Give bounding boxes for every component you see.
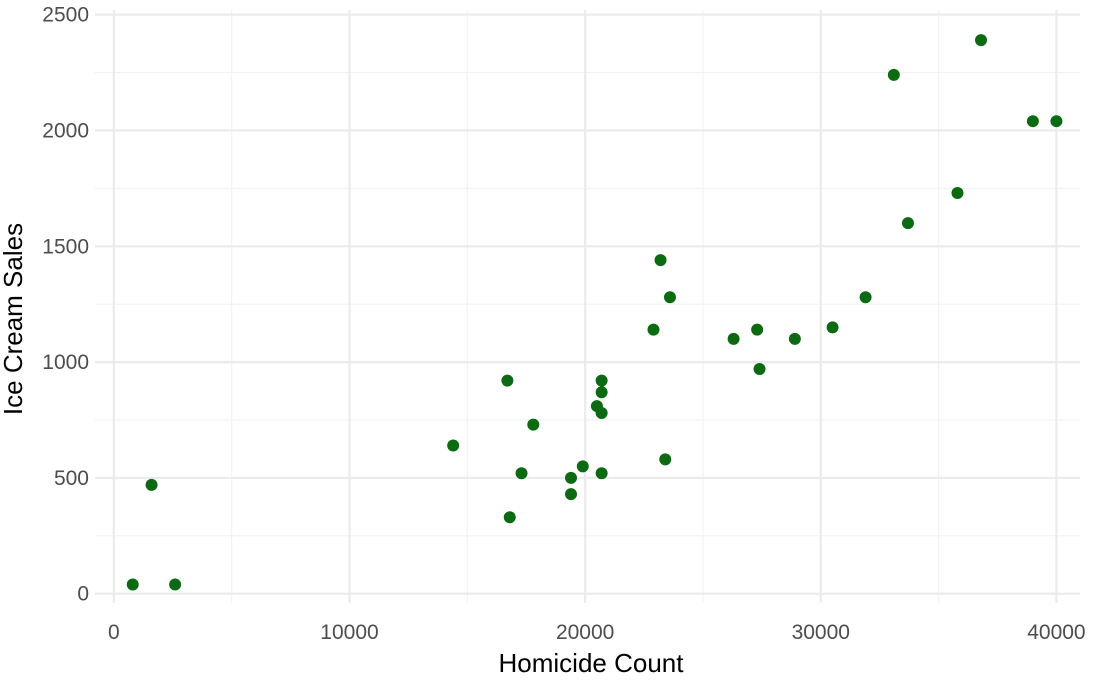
x-tick-label: 40000 bbox=[1027, 621, 1085, 644]
data-points bbox=[126, 34, 1063, 591]
y-axis-tick-labels: 0 500 1000 1500 2000 2500 bbox=[42, 4, 89, 606]
x-tick-label: 0 bbox=[108, 621, 120, 644]
data-point bbox=[503, 511, 516, 524]
y-tick-label: 2000 bbox=[42, 119, 89, 142]
data-point bbox=[595, 374, 608, 387]
x-tick-label: 20000 bbox=[556, 621, 614, 644]
data-point bbox=[576, 460, 589, 473]
data-point bbox=[565, 471, 578, 484]
data-point bbox=[126, 578, 139, 591]
grid-lines bbox=[95, 10, 1080, 603]
data-point bbox=[826, 321, 839, 334]
data-point bbox=[527, 418, 540, 431]
data-point bbox=[595, 467, 608, 480]
data-point bbox=[751, 323, 764, 336]
data-point bbox=[788, 332, 801, 345]
data-point bbox=[727, 332, 740, 345]
y-axis-title: Ice Cream Sales bbox=[0, 223, 28, 415]
data-point bbox=[145, 478, 158, 491]
data-point bbox=[951, 186, 964, 199]
x-axis-title: Homicide Count bbox=[499, 648, 685, 678]
data-point bbox=[901, 217, 914, 230]
data-point bbox=[647, 323, 660, 336]
data-point bbox=[663, 291, 676, 304]
y-tick-label: 0 bbox=[77, 583, 89, 606]
x-tick-label: 30000 bbox=[792, 621, 850, 644]
x-tick-label: 10000 bbox=[320, 621, 378, 644]
data-point bbox=[1026, 115, 1039, 128]
x-axis-tick-labels: 0 10000 20000 30000 40000 bbox=[108, 621, 1086, 644]
data-point bbox=[595, 386, 608, 399]
data-point bbox=[859, 291, 872, 304]
data-point bbox=[659, 453, 672, 466]
data-point bbox=[169, 578, 182, 591]
data-point bbox=[447, 439, 460, 452]
data-point bbox=[595, 407, 608, 420]
y-tick-label: 1000 bbox=[42, 351, 89, 374]
y-tick-label: 2500 bbox=[42, 4, 89, 27]
data-point bbox=[887, 68, 900, 81]
data-point bbox=[515, 467, 528, 480]
data-point bbox=[753, 363, 766, 376]
data-point bbox=[975, 34, 988, 47]
data-point bbox=[654, 254, 667, 267]
data-point bbox=[1050, 115, 1063, 128]
y-tick-label: 1500 bbox=[42, 235, 89, 258]
y-tick-label: 500 bbox=[54, 467, 89, 490]
data-point bbox=[565, 488, 578, 501]
data-point bbox=[501, 374, 514, 387]
